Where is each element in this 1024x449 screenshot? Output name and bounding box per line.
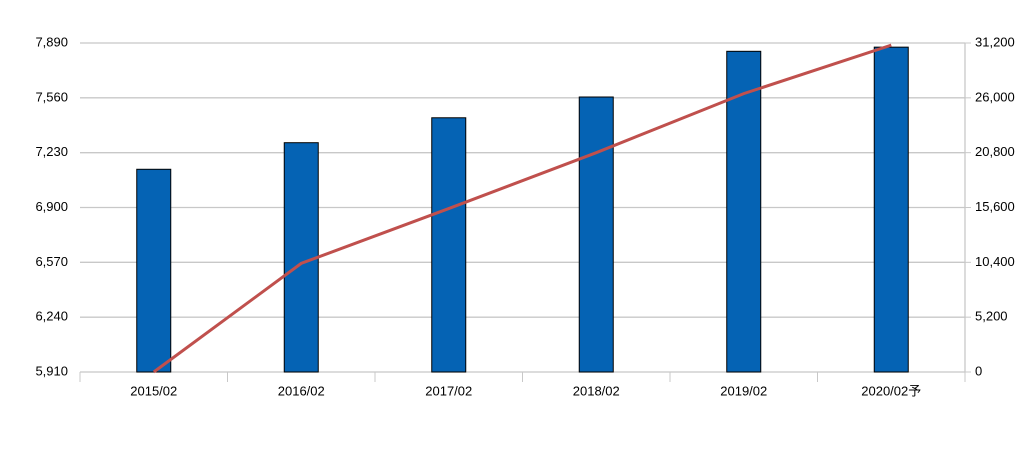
y2-tick-label: 20,800 — [975, 144, 1015, 159]
x-tick-label: 2019/02 — [720, 383, 767, 398]
x-tick-label: 2017/02 — [425, 383, 472, 398]
y2-tick-label: 15,600 — [975, 199, 1015, 214]
bar — [431, 117, 467, 373]
bar — [578, 96, 614, 373]
line — [152, 43, 892, 374]
bar — [726, 50, 762, 373]
y-tick-label: 6,240 — [35, 309, 68, 324]
y-tick-label: 7,230 — [35, 144, 68, 159]
x-tick-label: 2016/02 — [278, 383, 325, 398]
bar — [873, 46, 909, 373]
y2-tick-label: 5,200 — [975, 309, 1008, 324]
y2-tick-label: 10,400 — [975, 254, 1015, 269]
x-tick-label: 2020/02予 — [861, 383, 921, 398]
x-tick-label: 2018/02 — [573, 383, 620, 398]
y2-tick-label: 0 — [975, 363, 982, 378]
y2-tick-label: 26,000 — [975, 89, 1015, 104]
x-tick-label: 2015/02 — [130, 383, 177, 398]
y-tick-label: 6,900 — [35, 199, 68, 214]
y-tick-label: 7,560 — [35, 89, 68, 104]
bar — [283, 142, 319, 373]
y2-tick-label: 31,200 — [975, 34, 1015, 49]
y-tick-label: 6,570 — [35, 254, 68, 269]
y-tick-label: 7,890 — [35, 34, 68, 49]
bar — [136, 168, 172, 373]
y-tick-label: 5,910 — [35, 363, 68, 378]
